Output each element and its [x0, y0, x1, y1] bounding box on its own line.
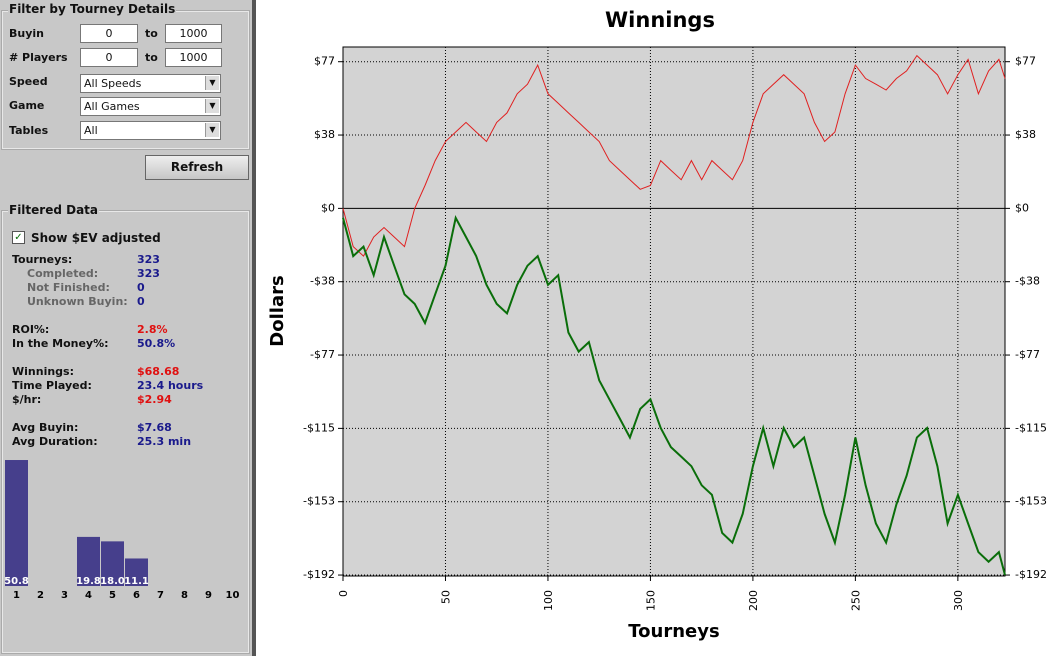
group-title: Filter by Tourney Details — [8, 2, 177, 16]
checkbox-label: Show $EV adjusted — [31, 231, 161, 245]
dropdown-arrow[interactable]: ▼ — [205, 99, 219, 113]
stat-value: 323 — [137, 267, 160, 280]
stat-value: $68.68 — [137, 365, 180, 378]
x-tick-label: 250 — [849, 590, 862, 611]
x-tick-label: 300 — [952, 590, 965, 611]
bar — [101, 541, 124, 586]
y-tick-label: -$77 — [310, 348, 335, 361]
winnings-chart: Winnings Dollars Tourneys $77 $77 $38 $38 $0… — [267, 8, 1047, 642]
field-label: # Players — [9, 51, 68, 64]
series-line — [342, 215, 1006, 576]
dropdown-arrow[interactable]: ▼ — [205, 76, 219, 90]
stat-label: Unknown Buyin: — [27, 295, 128, 308]
y-tick-label: $0 — [321, 201, 335, 214]
input[interactable]: 0 — [80, 48, 138, 67]
bar — [5, 460, 28, 586]
y-tick-label: -$153 — [303, 495, 335, 508]
stat-value: 0 — [137, 295, 145, 308]
side-panel: Filter by Tourney Details Buyin 0 to 100… — [0, 0, 256, 656]
dropdown-value: All Speeds — [84, 77, 142, 90]
y-tick-label: -$192 — [303, 568, 335, 581]
y-tick-label: -$38 — [1015, 275, 1040, 288]
value-label: 19.8 — [76, 576, 101, 587]
stat-value: 2.8% — [137, 323, 168, 336]
dropdown[interactable]: All Games ▼ — [80, 97, 221, 116]
input[interactable]: 1000 — [165, 24, 222, 43]
x-tick-label: 3 — [61, 590, 68, 601]
stat-value: 23.4 hours — [137, 379, 204, 392]
x-tick-label: 4 — [85, 590, 92, 601]
chart-title: Winnings — [605, 8, 715, 32]
stat-label: Avg Buyin: — [12, 421, 79, 434]
y-tick-label: $38 — [314, 128, 335, 141]
x-tick-label: 8 — [181, 590, 188, 601]
checkbox[interactable]: ✓ — [12, 231, 25, 244]
x-tick-label: 200 — [747, 590, 760, 611]
stat-value: 323 — [137, 253, 160, 266]
stat-label: Winnings: — [12, 365, 74, 378]
field-label: Game — [9, 99, 45, 112]
y-tick-label: -$38 — [310, 275, 335, 288]
x-tick-label: 6 — [133, 590, 140, 601]
stat-label: Not Finished: — [27, 281, 110, 294]
plot-area — [342, 46, 1006, 577]
stat-value: $7.68 — [137, 421, 172, 434]
y-tick-label: $77 — [314, 55, 335, 68]
x-tick-label: 100 — [542, 590, 555, 611]
dropdown-arrow[interactable]: ▼ — [205, 123, 219, 137]
stat-value: 25.3 min — [137, 435, 192, 448]
input[interactable]: 0 — [80, 24, 138, 43]
field-label: Speed — [9, 75, 48, 88]
input[interactable]: 1000 — [165, 48, 222, 67]
to-label: to — [145, 51, 158, 64]
stat-value: 0 — [137, 281, 145, 294]
value-label: 50.8 — [4, 576, 29, 587]
y-tick-label: -$77 — [1015, 348, 1040, 361]
x-tick-label: 1 — [13, 590, 20, 601]
dropdown[interactable]: All Speeds ▼ — [80, 74, 221, 93]
group-title: Filtered Data — [8, 203, 100, 217]
stat-label: Tourneys: — [12, 253, 73, 266]
dropdown-value: All Games — [84, 100, 140, 113]
y-tick-label: $38 — [1015, 128, 1036, 141]
stat-label: Time Played: — [12, 379, 92, 392]
filtered-group — [1, 210, 250, 654]
y-axis-title: Dollars — [267, 275, 288, 346]
x-tick-label: 0 — [337, 590, 350, 597]
x-tick-label: 5 — [109, 590, 116, 601]
dropdown-value: All — [84, 124, 98, 137]
x-tick-label: 2 — [37, 590, 44, 601]
y-tick-label: $0 — [1015, 201, 1029, 214]
x-tick-label: 9 — [205, 590, 212, 601]
stat-label: Avg Duration: — [12, 435, 98, 448]
dropdown[interactable]: All ▼ — [80, 121, 221, 140]
stat-label: ROI%: — [12, 323, 50, 336]
x-tick-label: 10 — [226, 590, 240, 601]
y-tick-label: -$115 — [1015, 421, 1047, 434]
field-label: Tables — [9, 124, 49, 137]
x-tick-label: 150 — [644, 590, 657, 611]
x-tick-label: 7 — [157, 590, 164, 601]
y-tick-label: -$115 — [303, 421, 335, 434]
field-label: Buyin — [9, 27, 44, 40]
to-label: to — [145, 27, 158, 40]
stat-label: Completed: — [27, 267, 99, 280]
stat-label: $/hr: — [12, 393, 42, 406]
stat-label: In the Money%: — [12, 337, 109, 350]
bar — [77, 536, 100, 586]
stat-value: $2.94 — [137, 393, 172, 406]
y-tick-label: -$153 — [1015, 495, 1047, 508]
stat-value: 50.8% — [137, 337, 176, 350]
refresh-button[interactable]: Refresh — [145, 155, 249, 180]
series-line — [342, 54, 1006, 257]
y-tick-label: $77 — [1015, 55, 1036, 68]
x-axis-title: Tourneys — [628, 621, 719, 642]
x-tick-label: 50 — [439, 590, 452, 604]
y-tick-label: -$192 — [1015, 568, 1047, 581]
value-label: 18.0 — [100, 576, 125, 587]
bar — [125, 558, 148, 586]
value-label: 11.1 — [124, 576, 149, 587]
histogram: 1 50.8 2 3 4 19.8 5 18.0 6 11.1 7 8 9 10 — [4, 460, 240, 601]
